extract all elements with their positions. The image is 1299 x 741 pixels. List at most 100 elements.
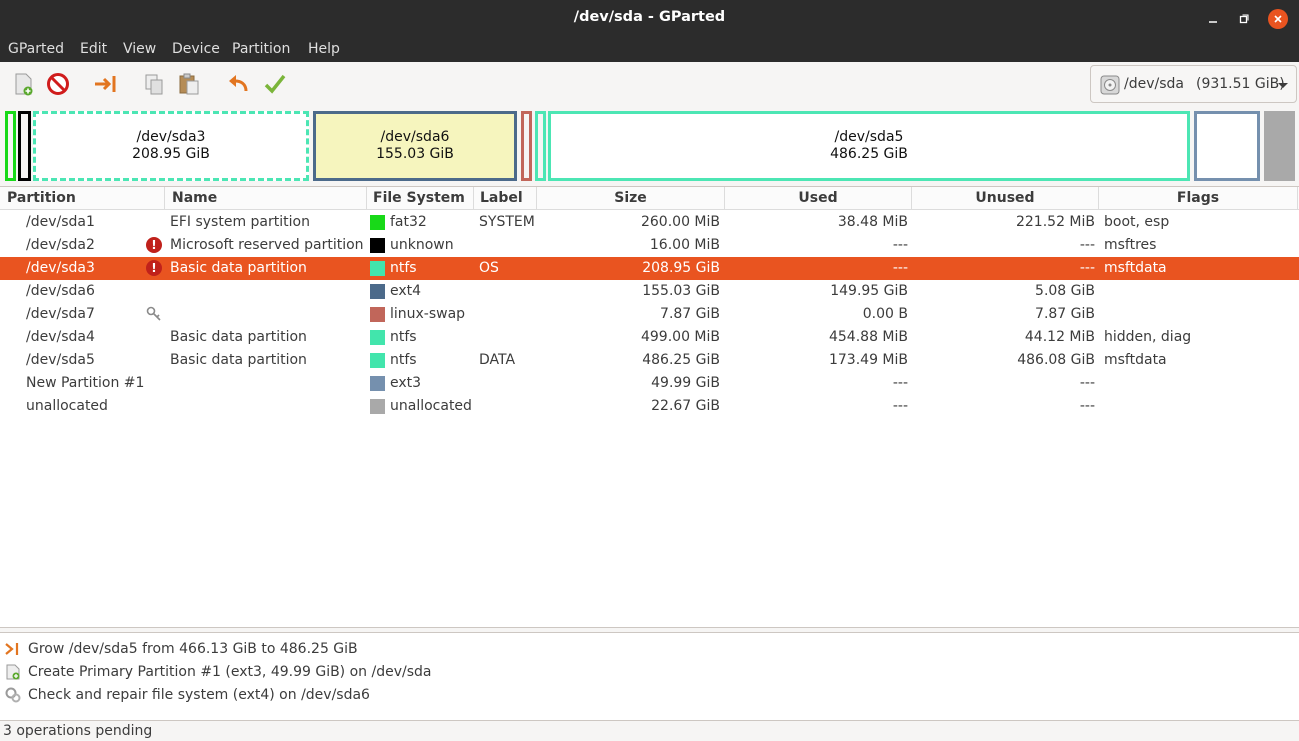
delete-icon xyxy=(47,73,69,95)
col-used[interactable]: Used xyxy=(725,187,912,210)
cell-name: Microsoft reserved partition xyxy=(170,237,364,253)
cell-partition: /dev/sda1 xyxy=(26,214,95,230)
delete-button[interactable] xyxy=(44,70,72,98)
menu-device[interactable]: Device xyxy=(172,41,220,57)
warning-icon: ! xyxy=(146,237,162,253)
filesystem-color-swatch xyxy=(370,215,385,230)
device-size: (931.51 GiB) xyxy=(1195,76,1285,92)
check-repair-icon xyxy=(5,687,21,703)
cell-filesystem: ext4 xyxy=(390,283,422,299)
resize-move-button[interactable] xyxy=(92,70,120,98)
diskmap-sda6-size: 155.03 GiB xyxy=(376,146,454,162)
cell-flags: msftdata xyxy=(1104,260,1167,276)
cell-size: 16.00 MiB xyxy=(649,237,720,253)
title-bar: /dev/sda - GParted xyxy=(0,0,1299,37)
table-row[interactable]: New Partition #1 ext3 49.99 GiB --- --- xyxy=(0,372,1299,395)
cell-used: --- xyxy=(892,260,908,276)
diskmap-sda3-size: 208.95 GiB xyxy=(132,146,210,162)
cell-name: EFI system partition xyxy=(170,214,310,230)
chevron-down-icon xyxy=(1278,83,1288,88)
operation-item[interactable]: Check and repair file system (ext4) on /… xyxy=(0,684,1299,707)
table-row[interactable]: /dev/sda4 Basic data partition ntfs 499.00 … xyxy=(0,326,1299,349)
operation-item[interactable]: Grow /dev/sda5 from 466.13 GiB to 486.25… xyxy=(0,638,1299,661)
cell-size: 22.67 GiB xyxy=(651,398,720,414)
menu-view[interactable]: View xyxy=(123,41,157,57)
table-row[interactable]: /dev/sda2! Microsoft reserved partition un… xyxy=(0,234,1299,257)
cell-label: SYSTEM xyxy=(479,214,535,230)
diskmap-sda6[interactable]: /dev/sda6 155.03 GiB xyxy=(313,111,517,181)
cell-unused: 486.08 GiB xyxy=(1017,352,1095,368)
operation-text: Create Primary Partition #1 (ext3, 49.99… xyxy=(28,664,432,680)
undo-icon xyxy=(229,75,248,92)
table-row[interactable]: /dev/sda1 EFI system partition fat32 SYSTEM… xyxy=(0,211,1299,234)
diskmap-sda4[interactable] xyxy=(535,111,546,181)
table-row[interactable]: /dev/sda7 linux-swap 7.87 GiB 0.00 B 7.87 Gi… xyxy=(0,303,1299,326)
resize-move-icon xyxy=(95,76,116,92)
copy-button[interactable] xyxy=(140,70,168,98)
maximize-button[interactable] xyxy=(1234,9,1254,29)
filesystem-color-swatch xyxy=(370,238,385,253)
cell-size: 7.87 GiB xyxy=(660,306,720,322)
col-label[interactable]: Label xyxy=(474,187,537,210)
undo-button[interactable] xyxy=(224,70,252,98)
copy-icon xyxy=(145,74,163,95)
diskmap-sda7[interactable] xyxy=(521,111,532,181)
filesystem-color-swatch xyxy=(370,261,385,276)
diskmap-sda3[interactable]: /dev/sda3 208.95 GiB xyxy=(33,111,309,181)
new-partition-icon xyxy=(6,664,20,680)
apply-button[interactable] xyxy=(261,70,289,98)
new-partition-button[interactable] xyxy=(9,70,37,98)
device-selector[interactable]: /dev/sda (931.51 GiB) xyxy=(1090,65,1297,103)
cell-unused: --- xyxy=(1079,260,1095,276)
cell-flags: msftres xyxy=(1104,237,1157,253)
table-row[interactable]: /dev/sda6 ext4 155.03 GiB 149.95 GiB 5.08 Gi… xyxy=(0,280,1299,303)
col-flags[interactable]: Flags xyxy=(1099,187,1298,210)
menu-gparted[interactable]: GParted xyxy=(8,41,64,57)
partition-table: Partition Name File System Label Size Us… xyxy=(0,186,1299,628)
cell-filesystem: unallocated xyxy=(390,398,472,414)
menu-help[interactable]: Help xyxy=(308,41,340,57)
cell-filesystem: ntfs xyxy=(390,260,417,276)
cell-used: --- xyxy=(892,398,908,414)
col-name[interactable]: Name xyxy=(165,187,367,210)
disk-map: /dev/sda3 208.95 GiB /dev/sda6 155.03 Gi… xyxy=(0,109,1299,185)
cell-unused: 5.08 GiB xyxy=(1035,283,1095,299)
col-partition[interactable]: Partition xyxy=(0,187,165,210)
toolbar xyxy=(0,62,1299,107)
cell-used: --- xyxy=(892,375,908,391)
col-filesystem[interactable]: File System xyxy=(367,187,474,210)
operation-item[interactable]: Create Primary Partition #1 (ext3, 49.99… xyxy=(0,661,1299,684)
paste-button[interactable] xyxy=(175,70,203,98)
filesystem-color-swatch xyxy=(370,353,385,368)
menu-partition[interactable]: Partition xyxy=(232,41,291,57)
cell-flags: hidden, diag xyxy=(1104,329,1192,345)
menu-edit[interactable]: Edit xyxy=(80,41,108,57)
diskmap-sda5[interactable]: /dev/sda5 486.25 GiB xyxy=(548,111,1190,181)
close-button[interactable] xyxy=(1268,9,1288,29)
cell-unused: --- xyxy=(1079,375,1095,391)
hard-disk-icon xyxy=(1100,75,1120,95)
cell-partition: New Partition #1 xyxy=(26,375,145,391)
diskmap-sda3-name: /dev/sda3 xyxy=(136,129,206,145)
diskmap-sda6-name: /dev/sda6 xyxy=(380,129,450,145)
diskmap-sda1[interactable] xyxy=(5,111,16,181)
minimize-button[interactable] xyxy=(1203,9,1223,29)
operation-text: Grow /dev/sda5 from 466.13 GiB to 486.25… xyxy=(28,641,358,657)
col-size[interactable]: Size xyxy=(537,187,725,210)
cell-partition: unallocated xyxy=(26,398,108,414)
restore-icon xyxy=(1239,14,1249,24)
table-row[interactable]: /dev/sda3! Basic data partition ntfs OS 208.… xyxy=(0,257,1299,280)
table-row[interactable]: unallocated unallocated 22.67 GiB --- --- xyxy=(0,395,1299,418)
cell-partition: /dev/sda2 xyxy=(26,237,95,253)
cell-size: 499.00 MiB xyxy=(640,329,720,345)
col-unused[interactable]: Unused xyxy=(912,187,1099,210)
operation-text: Check and repair file system (ext4) on /… xyxy=(28,687,370,703)
table-row[interactable]: /dev/sda5 Basic data partition ntfs DATA 486… xyxy=(0,349,1299,372)
cell-name: Basic data partition xyxy=(170,260,307,276)
cell-size: 486.25 GiB xyxy=(642,352,720,368)
diskmap-unallocated[interactable] xyxy=(1264,111,1295,181)
cell-partition: /dev/sda5 xyxy=(26,352,95,368)
diskmap-new-partition[interactable] xyxy=(1194,111,1260,181)
cell-size: 260.00 MiB xyxy=(640,214,720,230)
diskmap-sda2[interactable] xyxy=(18,111,31,181)
